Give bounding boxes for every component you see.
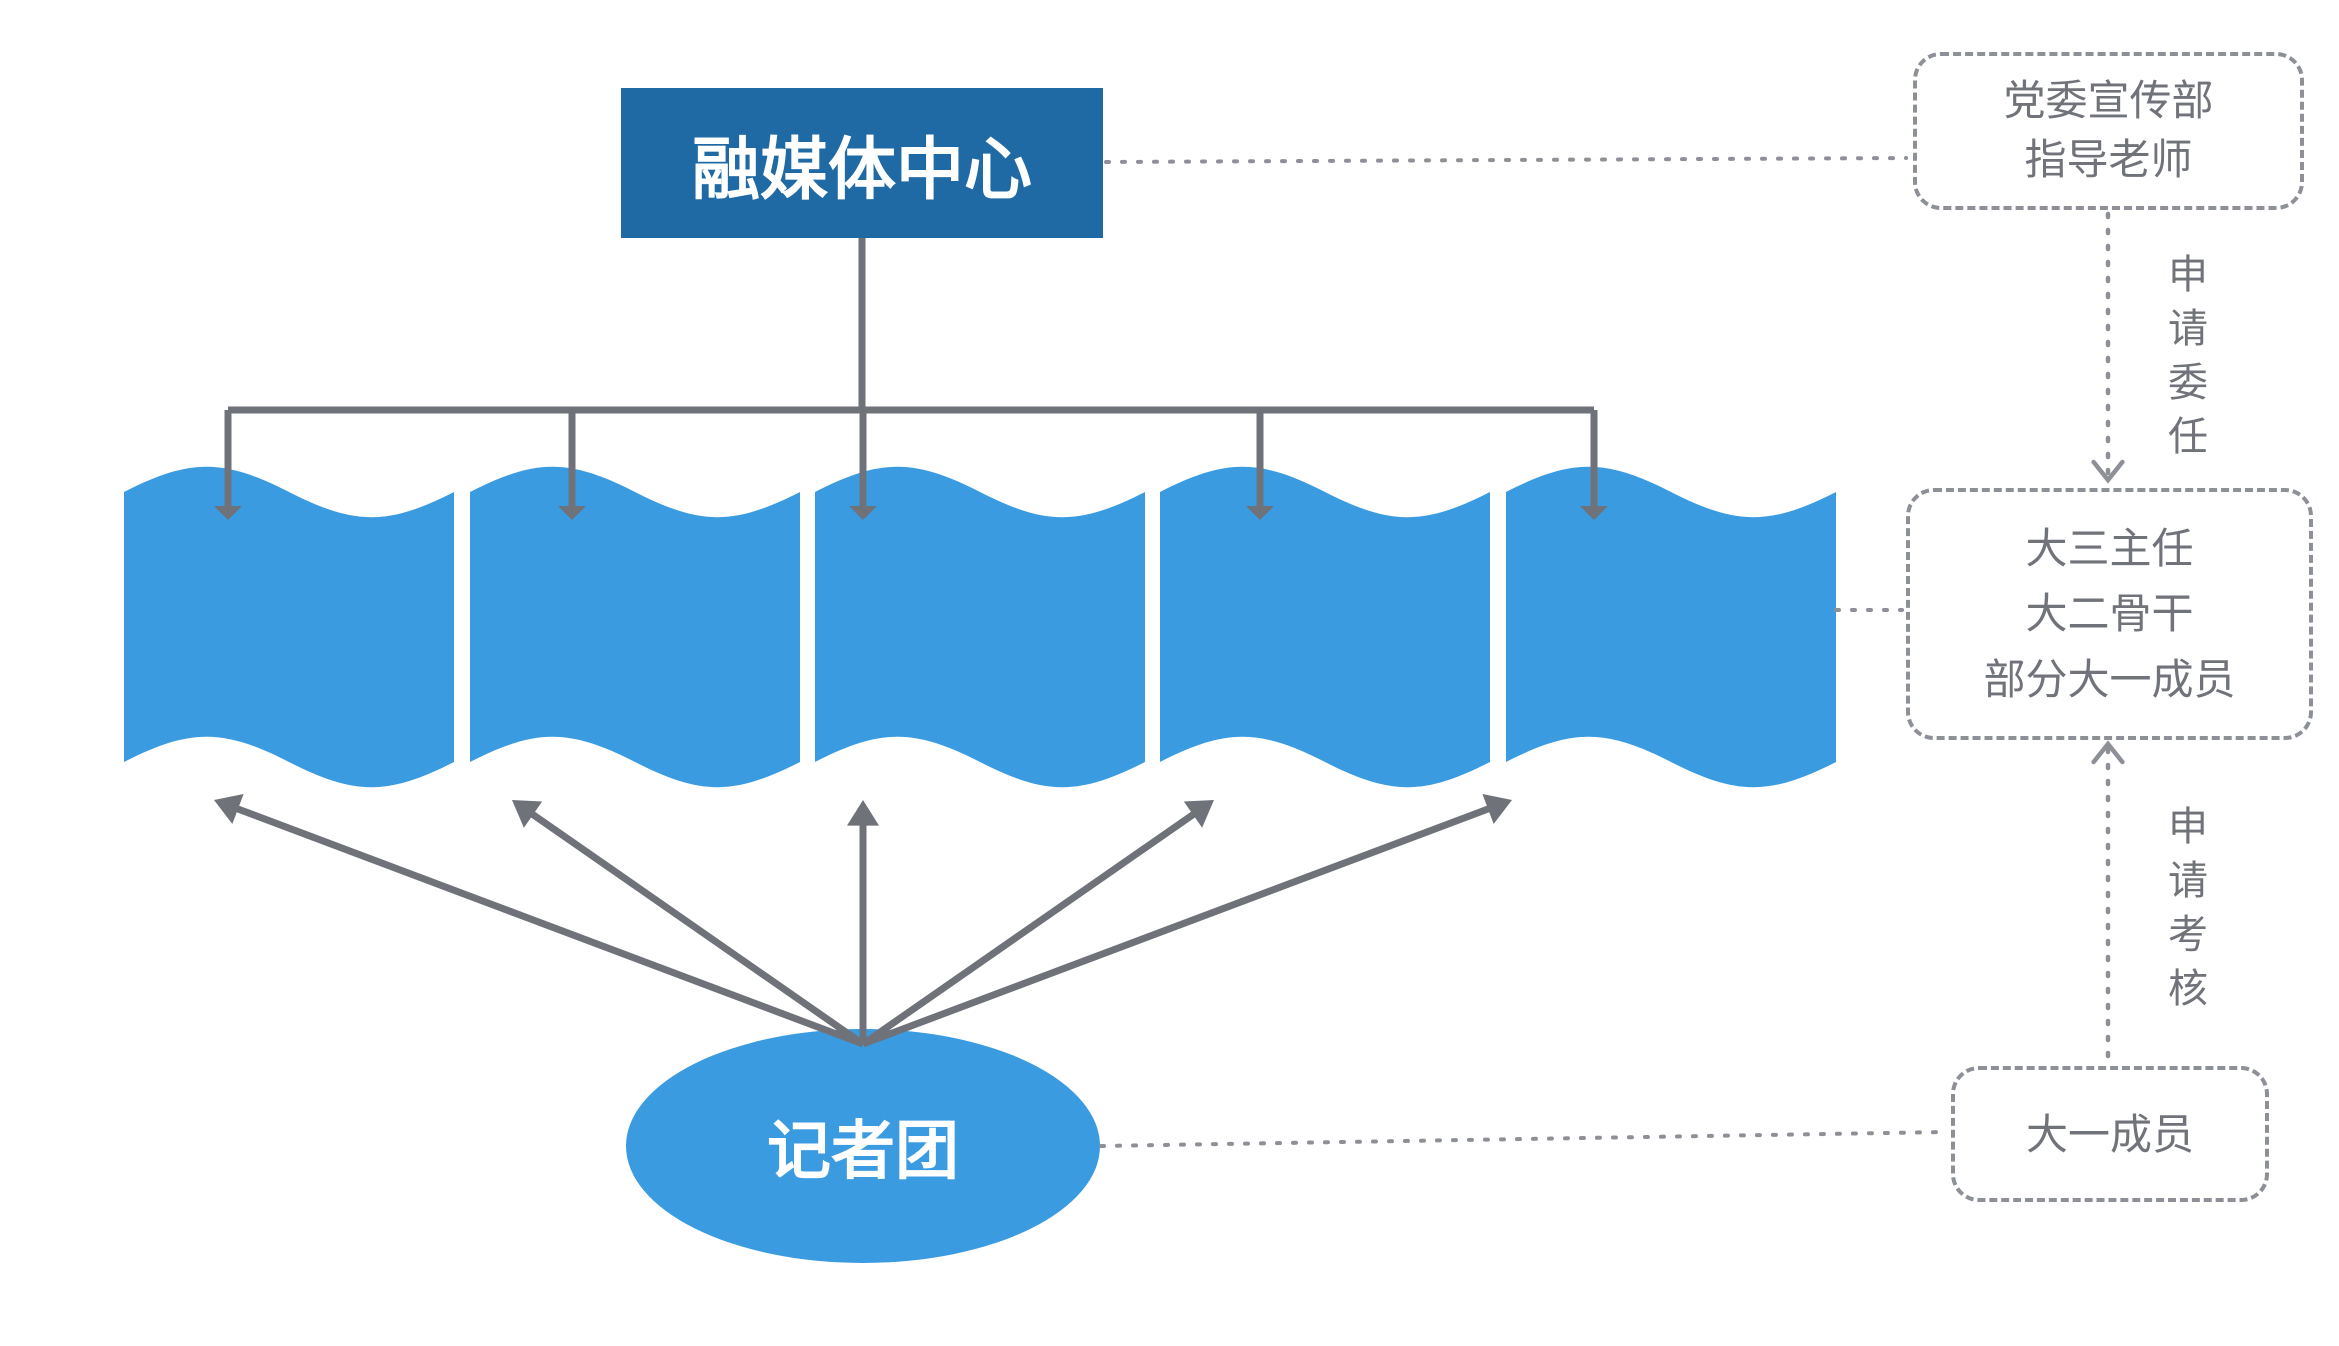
flag-label-office: 办公室 — [124, 584, 454, 674]
side-box-a-line1: 党委宣传部 — [2003, 72, 2213, 131]
side-box-a-line2: 指导老师 — [2024, 131, 2192, 190]
org-chart-canvas: 融媒体中心 办公室 新闻部 运营部 影音部 文学部 记者团 党委宣传部 指导老师… — [0, 0, 2339, 1346]
side-box-b-line1: 大三主任 — [2025, 516, 2193, 581]
reporter-group-label: 记者团 — [767, 1100, 959, 1192]
side-label-appoint: 申请委任 — [2168, 248, 2208, 464]
center-box-label: 融媒体中心 — [692, 114, 1032, 213]
center-box: 融媒体中心 — [621, 88, 1103, 238]
reporter-group-node: 记者团 — [626, 1029, 1100, 1263]
flag-label-literature: 文学部 — [1506, 584, 1836, 674]
flag-label-news: 新闻部 — [470, 584, 800, 674]
side-box-b-line3: 部分大一成员 — [1983, 647, 2235, 712]
side-box-leaders: 大三主任 大二骨干 部分大一成员 — [1906, 488, 2313, 740]
side-box-b-line2: 大二骨干 — [2025, 581, 2193, 646]
side-box-c-line1: 大一成员 — [2026, 1103, 2194, 1166]
side-label-assess: 申请考核 — [2168, 800, 2208, 1016]
side-box-freshmen: 大一成员 — [1951, 1066, 2269, 1202]
flag-label-av: 影音部 — [1160, 584, 1490, 674]
flag-label-operations: 运营部 — [815, 584, 1145, 674]
side-box-supervisor: 党委宣传部 指导老师 — [1913, 52, 2304, 210]
